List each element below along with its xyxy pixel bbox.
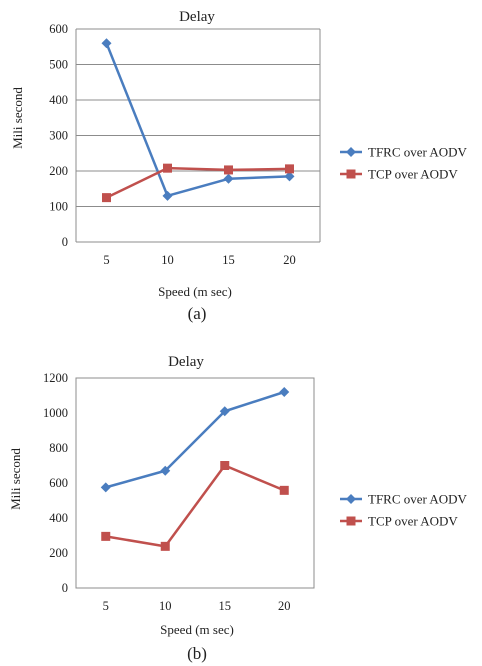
y-tick-label: 600: [49, 22, 68, 36]
x-axis-label: Speed (m sec): [160, 622, 234, 637]
legend-marker: [346, 516, 356, 526]
data-point: [160, 465, 171, 476]
x-tick-label: 5: [103, 599, 109, 613]
series-line: [105, 166, 290, 199]
y-axis-label: Mili second: [8, 448, 23, 510]
x-axis-label: Speed (m sec): [158, 284, 232, 299]
series-line: [105, 464, 285, 548]
data-point: [224, 165, 233, 175]
x-tick-label: 15: [222, 253, 235, 267]
data-point: [101, 38, 112, 49]
x-tick-label: 20: [278, 599, 291, 613]
data-point: [219, 406, 230, 417]
y-axis-label: Mili second: [10, 87, 25, 149]
data-point: [285, 164, 294, 174]
data-point: [279, 387, 290, 397]
legend-label: TCP over AODV: [368, 514, 458, 529]
y-tick-label: 300: [49, 129, 68, 143]
y-tick-label: 200: [49, 164, 68, 178]
plot-frame: [75, 377, 315, 589]
x-tick-label: 10: [161, 253, 174, 267]
y-tick-label: 0: [62, 581, 68, 595]
series-line: [105, 390, 285, 489]
data-point: [279, 485, 289, 495]
data-point: [220, 461, 230, 470]
y-tick-label: 1000: [43, 406, 68, 420]
x-tick-label: 15: [219, 599, 232, 613]
data-point: [102, 193, 111, 203]
figure-caption: (b): [187, 644, 207, 663]
plot-area: 0 200 400 600 800 1000 1200 5 10 15 20 TFRC over AO…: [43, 371, 468, 613]
legend-label: TFRC over AODV: [368, 145, 468, 160]
plot-area: 0 100 200 300 400 500 600 5 10 15 20 TFRC over AODV…: [49, 22, 467, 267]
chart-a: Delay Mili second Speed (m sec) (a) 0 100…: [10, 9, 468, 323]
x-tick-label: 20: [283, 253, 296, 267]
y-tick-label: 400: [49, 93, 68, 107]
y-tick-label: 200: [49, 546, 68, 560]
y-tick-label: 800: [49, 441, 68, 455]
data-point: [163, 163, 172, 173]
data-point: [162, 190, 173, 201]
y-tick-label: 600: [49, 476, 68, 490]
legend-label: TCP over AODV: [368, 167, 458, 182]
series-line: [105, 42, 290, 198]
data-point: [101, 531, 111, 541]
data-point: [160, 541, 170, 551]
x-tick-label: 5: [103, 253, 109, 267]
y-tick-label: 400: [49, 511, 68, 525]
y-tick-label: 1200: [43, 371, 68, 385]
x-tick-label: 10: [159, 599, 172, 613]
legend-marker: [346, 147, 356, 157]
chart-title: Delay: [168, 354, 204, 370]
data-point: [223, 173, 234, 184]
y-tick-label: 0: [62, 235, 68, 249]
y-tick-label: 100: [49, 200, 68, 214]
legend-label: TFRC over AODV: [368, 492, 468, 507]
y-tick-label: 500: [49, 58, 68, 72]
data-point: [100, 482, 111, 493]
legend-marker: [346, 494, 356, 504]
data-point: [284, 171, 295, 182]
legend-marker: [346, 169, 356, 179]
chart-title: Delay: [179, 9, 215, 25]
chart-b: Delay Mili second Speed (m sec) (b) 0 200…: [8, 354, 468, 663]
figure-caption: (a): [188, 304, 207, 323]
